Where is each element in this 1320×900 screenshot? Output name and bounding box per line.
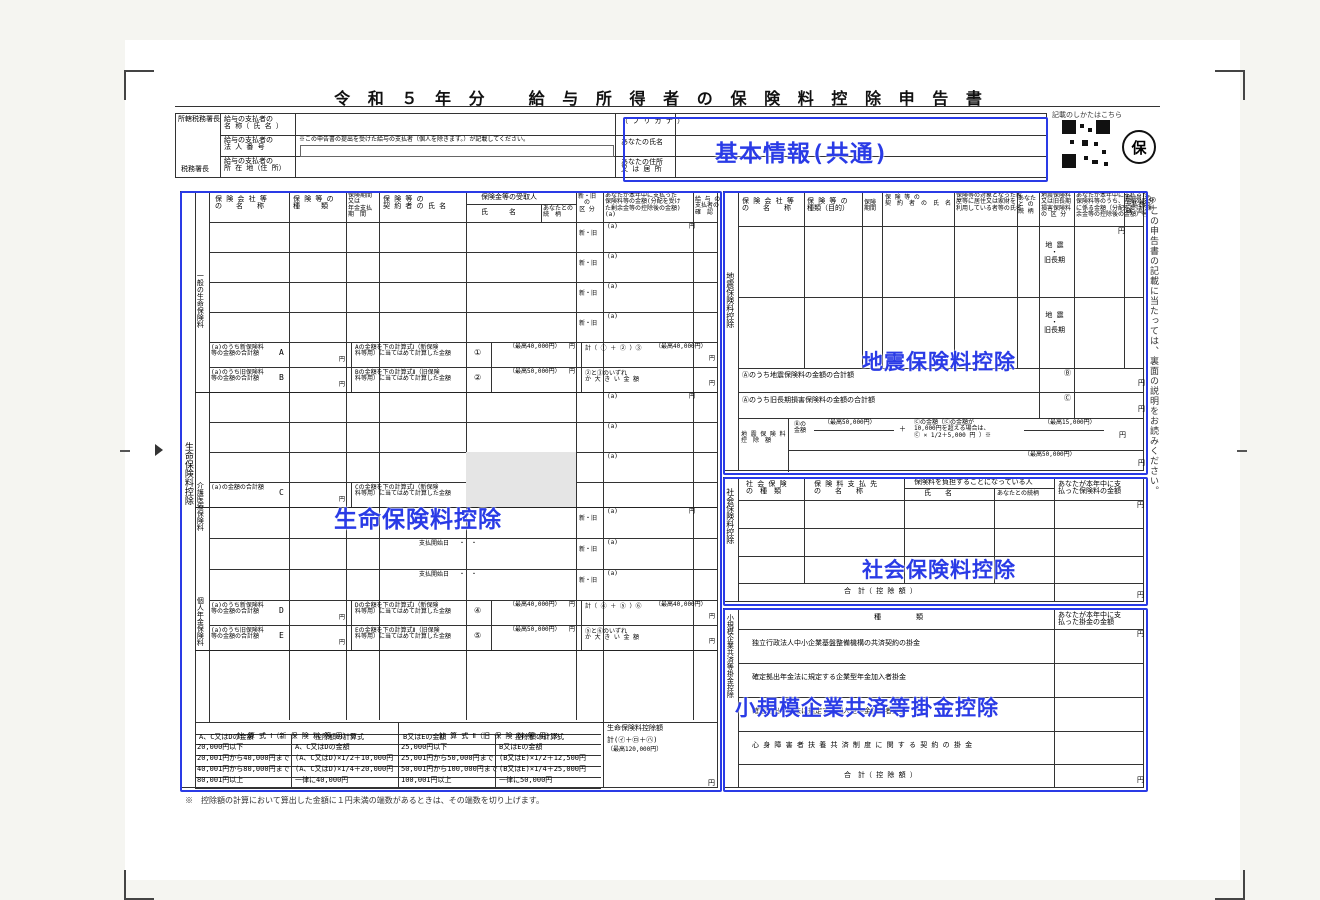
hdr-payer-num-note: ※この申告書の提出を受けた給与の支払者（個人を除きます。）が記載してください。 xyxy=(299,137,599,143)
life-group-3: 個人年金保険料 xyxy=(196,597,203,646)
hdr-payer-name: 給与の支払者の 名 称（ 氏 名 ） xyxy=(224,116,283,131)
life-h6: あなたが本年中に支払った 保険料等の金額(分配を受け た剰余金等の控除後の金額)… xyxy=(605,193,681,218)
calc-h4: 控除額の計算式 xyxy=(515,734,564,741)
life-total-formula: 計(㋑＋㋺＋㋩) xyxy=(607,737,657,744)
yen: 円 xyxy=(708,780,715,787)
life-h0: 保 険 会 社 等 の 名 称 xyxy=(215,196,267,211)
life-group-1: 一般の生命保険料 xyxy=(196,272,203,328)
q-Bm: Ⓑ xyxy=(1064,370,1071,377)
life-h1: 保 険 等 の 種 類 xyxy=(293,196,334,211)
tick-left xyxy=(120,450,130,452)
s-total: 合 計（ 控 除 額 ） xyxy=(844,588,917,595)
sme-total: 合 計（ 控 除 額 ） xyxy=(844,772,917,779)
calc-h1: A、C又はDの金額 xyxy=(199,734,254,741)
life-total-label: 生命保険料控除額 xyxy=(607,725,663,732)
yen: 円 xyxy=(1138,380,1145,387)
q-B: Ⓐのうち地震保険料の金額の合計額 xyxy=(742,372,854,379)
q-h5: あなた と の 続 柄 xyxy=(1018,196,1036,215)
quake-side: 地震保険料控除 xyxy=(725,272,734,328)
life-side: 生命保険料控除 xyxy=(182,442,192,562)
yen: 円 xyxy=(1138,406,1145,413)
quake-panel: 地震保険料控除 保 険 会 社 等 の 名 称 保 険 等 の 種類（目的） 保… xyxy=(723,191,1144,471)
sme-side: 小規模企業共済等掛金控除 xyxy=(726,614,733,698)
hdr-furigana: （ フ リ ガ ナ ） xyxy=(621,118,684,125)
life-calc: 計 算 式 Ⅰ（新 保 険 料 等 用）※ 計 算 式 Ⅱ（旧 保 険 料 等 … xyxy=(195,722,601,789)
qr-code xyxy=(1062,120,1110,168)
q-C: Ⓐのうち旧長期損害保険料の金額の合計額 xyxy=(742,397,875,404)
life-panel: 生命保険料控除 一般の生命保険料 介護医療保険料 個人年金保険料 保 険 会 社… xyxy=(180,191,718,788)
q-fp2: ＋ xyxy=(899,426,906,433)
life-h4b: あなたとの 続 柄 xyxy=(543,206,573,219)
q-fp1: （最高50,000円） xyxy=(824,420,876,426)
s-h3: あなたが本年中に支 払った保険料の金額 xyxy=(1058,481,1121,496)
life-h5: 新・旧 の 区 分 xyxy=(578,194,596,213)
s-h1: 保 険 料 支 払 先 の 名 称 xyxy=(814,481,877,496)
calc-h3: B又はEの金額 xyxy=(403,734,446,741)
yen: 円 xyxy=(1137,777,1144,784)
life-total-cap: （最高120,000円） xyxy=(607,747,662,753)
calc-h2: 控除額の計算式 xyxy=(315,734,364,741)
hdr-your-addr: あなたの住所 又 は 居 所 xyxy=(621,159,663,174)
s-h2: 保険料を負担することになっている人 xyxy=(914,479,1033,486)
q-h3: 保 険 等 の 契 約 者 の 氏 名 xyxy=(885,195,951,208)
q-fcap: （最高50,000円） xyxy=(1024,452,1076,458)
life-h4: 保険金等の受取人 xyxy=(481,194,537,201)
hdr-payer-addr: 給与の支払者の 所 在 地（住 所） xyxy=(224,158,286,173)
q-k0: 地 震 ・ 旧長期 xyxy=(1044,242,1065,264)
yen: 円 xyxy=(1137,592,1144,599)
q-final-l: 地 震 保 険 料 控 除 額 xyxy=(741,432,785,445)
tick-right xyxy=(1237,450,1247,452)
foot-note: ※ 控除額の計算において算出した金額に１円未満の端数があるときは、その端数を切り… xyxy=(185,795,544,806)
sme-panel: 小規模企業共済等掛金控除 種 類 あなたが本年中に支 払った掛金の金額 独立行政… xyxy=(723,608,1144,788)
q-h1: 保 険 等 の 種類（目的） xyxy=(807,198,849,213)
q-h0: 保 険 会 社 等 の 名 称 xyxy=(742,198,794,213)
hdr-left-top: 所轄税務署長 xyxy=(178,116,220,123)
hdr-your-name: あなたの氏名 xyxy=(621,139,663,146)
q-fp3: Ⓒの金額（Ⓒの金額が 10,000円を超える場合は、 Ⓒ × 1/2＋5,000… xyxy=(914,420,991,439)
yen: 円 xyxy=(1118,228,1125,235)
q-Cm: Ⓒ xyxy=(1064,395,1071,402)
q-fp0: Ⓑの 金額 xyxy=(794,422,806,435)
yen: 円 xyxy=(1138,460,1145,467)
qr-caption: 記載のしかたはこちら xyxy=(1052,110,1122,120)
yen: 円 xyxy=(1119,432,1126,439)
yen: 円 xyxy=(1137,502,1144,509)
q-h2: 保険 期間 xyxy=(864,200,876,213)
yen: 円 xyxy=(1137,631,1144,638)
sme-h1: あなたが本年中に支 払った掛金の金額 xyxy=(1058,612,1121,627)
hdr-left-bottom: 税務署長 xyxy=(181,166,221,173)
hdr-payer-num: 給与の支払者の 法 人 番 号 xyxy=(224,137,273,152)
q-h6: 地震保険料 又は旧長期 損害保険料 の 区 分 xyxy=(1041,193,1071,218)
life-h2: 保険期間 又は 年金支払 期 間 xyxy=(348,193,372,218)
social-panel: 社会保険料控除 社 会 保 険 の 種 類 保 険 料 支 払 先 の 名 称 … xyxy=(723,477,1144,602)
q-h7: あなたが本年中に支払った 保険料等のうち、左欄の区分 に係る金額（分配を受けた剰… xyxy=(1076,193,1126,218)
q-h4: 保険等の対象となった家 屋等に居住又は家財を 利用している者等の氏名 xyxy=(956,193,1022,212)
header-grid: 所轄税務署長 税務署長 給与の支払者の 名 称（ 氏 名 ） 給与の支払者の 法… xyxy=(175,113,1047,178)
ho-mark: 保 xyxy=(1122,130,1156,164)
social-side: 社会保険料控除 xyxy=(725,488,734,544)
life-h4a: 氏 名 xyxy=(481,209,516,216)
q-fp4: （最高15,000円） xyxy=(1044,420,1096,426)
hdr-bangou-boxes xyxy=(300,145,614,157)
s-h0: 社 会 保 険 の 種 類 xyxy=(746,481,787,496)
side-note: ◎この申告書の記載に当たっては、裏面の説明をお読みください。 xyxy=(1148,195,1160,496)
q-k1: 地 震 ・ 旧長期 xyxy=(1044,312,1065,334)
life-h3: 保 険 等 の 契 約 者 の 氏 名 xyxy=(383,196,446,211)
left-arrow-icon xyxy=(155,444,163,456)
s-sub1: あなたとの続柄 xyxy=(997,491,1039,497)
life-h7: 給 与 の 支払者の 確 認 xyxy=(695,197,720,216)
sme-h0: 種 類 xyxy=(874,614,923,621)
s-sub0: 氏 名 xyxy=(924,490,952,497)
